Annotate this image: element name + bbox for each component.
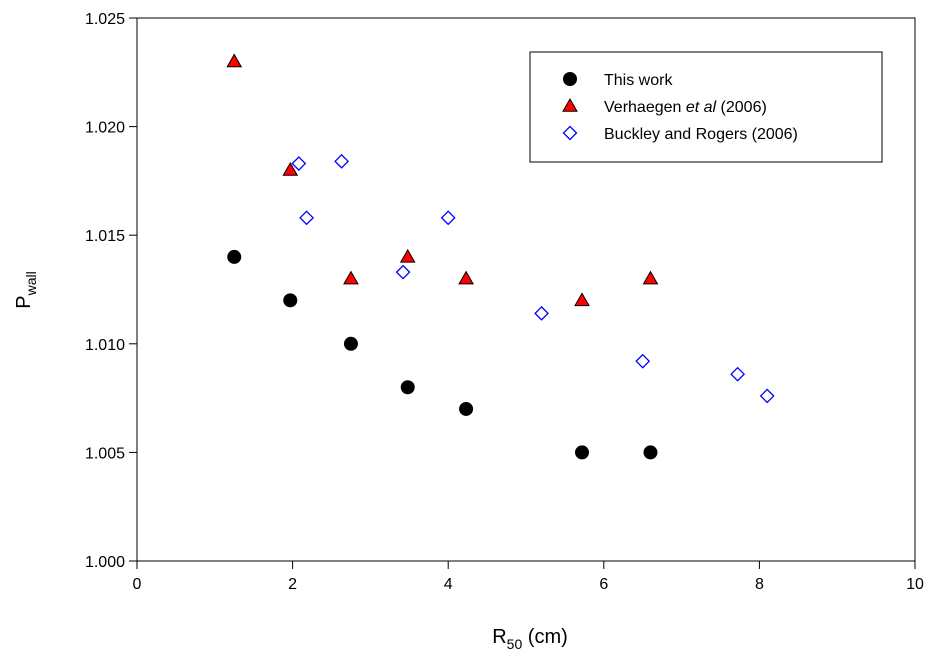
y-tick-label: 1.010 <box>85 337 125 354</box>
series-2-point <box>642 270 659 285</box>
y-tick-label: 1.005 <box>85 445 125 462</box>
series-2-point <box>282 162 299 176</box>
x-axis-title: R50 (cm) <box>492 626 568 652</box>
y-tick-label: 1.015 <box>85 228 125 245</box>
series-2-point <box>574 292 590 307</box>
series-3-point <box>334 153 350 169</box>
legend-box <box>529 51 883 163</box>
series-3-point <box>395 264 411 280</box>
series-3-point <box>299 210 315 226</box>
series-3-point <box>635 353 651 369</box>
y-tick-label: 1.020 <box>85 120 125 137</box>
series-3-point <box>759 388 775 404</box>
series-1-point <box>283 293 298 308</box>
x-tick-label: 2 <box>288 576 297 593</box>
series-2-point <box>399 248 416 263</box>
y-tick-label: 1.025 <box>85 11 125 28</box>
series-3-point <box>534 305 549 321</box>
series-3-point <box>730 366 746 382</box>
series-2-point <box>458 270 474 285</box>
series-1-point <box>643 445 658 460</box>
series-3-point <box>440 210 456 226</box>
legend-label-3: Buckley and Rogers (2006) <box>604 126 798 143</box>
legend-marker-1 <box>563 72 577 86</box>
data-marks <box>226 53 775 460</box>
legend: This work Verhaegen et al (2006) Buckley a… <box>529 51 883 163</box>
y-tick-label: 1.000 <box>85 554 125 571</box>
series-1-point <box>575 445 590 460</box>
y-axis-title: Pwall <box>13 271 39 308</box>
legend-marker-2 <box>562 97 578 112</box>
axis-ticks: 0 2 4 6 8 10 1.000 1.005 1.010 1.015 1.020 1.025 <box>85 11 924 593</box>
legend-marker-3 <box>562 125 578 141</box>
x-tick-label: 10 <box>906 576 924 593</box>
x-tick-label: 6 <box>599 576 608 593</box>
series-1-point <box>459 401 474 416</box>
legend-label-1: This work <box>604 72 673 89</box>
series-1-point <box>343 336 358 351</box>
series-2-point <box>226 53 243 68</box>
plot-area <box>136 17 916 562</box>
series-2-point <box>343 270 359 285</box>
series-1-point <box>227 249 242 264</box>
x-tick-label: 4 <box>444 576 453 593</box>
x-tick-label: 8 <box>755 576 764 593</box>
x-tick-label: 0 <box>133 576 142 593</box>
series-1-point <box>400 380 415 395</box>
series-3-point <box>291 156 307 171</box>
legend-label-2: Verhaegen et al (2006) <box>604 99 767 116</box>
